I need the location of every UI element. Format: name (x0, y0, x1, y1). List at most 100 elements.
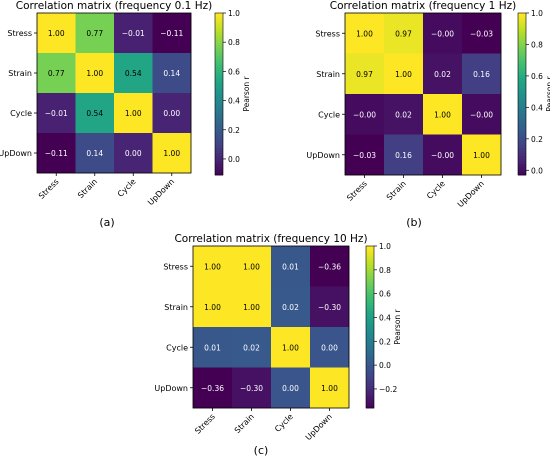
colorbar-gradient-step (215, 142, 223, 146)
colorbar-gradient-step (518, 164, 526, 168)
cell-value-label: 0.01 (282, 262, 299, 271)
colorbar-gradient-step (366, 302, 374, 306)
colorbar-gradient-step (366, 351, 374, 355)
colorbar-gradient-step (215, 31, 223, 35)
heatmap-cell (37, 13, 76, 54)
colorbar-gradient-step (215, 72, 223, 76)
colorbar-gradient-step (518, 50, 526, 54)
heatmap-cell (193, 246, 233, 287)
cell-value-label: 0.00 (163, 109, 180, 118)
colorbar-gradient-step (518, 148, 526, 152)
colorbar-gradient-step (518, 18, 526, 22)
colorbar-gradient-step (366, 345, 374, 349)
cell-value-label: 0.01 (204, 343, 221, 352)
colorbar-gradient-step (366, 297, 374, 301)
y-tick-label: Stress (163, 262, 188, 271)
colorbar-gradient-step (366, 394, 374, 398)
heatmap-cell (310, 327, 350, 368)
colorbar-gradient-step (518, 88, 526, 92)
heatmap-cell (75, 93, 115, 134)
heatmap-cell (152, 133, 192, 174)
colorbar-gradient-step (215, 69, 223, 73)
colorbar-gradient-step (215, 131, 223, 135)
colorbar-gradient-step (518, 104, 526, 108)
colorbar-gradient-step (215, 102, 223, 106)
cell-value-label: 0.77 (86, 29, 103, 38)
cell-value-label: 0.16 (395, 151, 412, 160)
y-tick-label: Strain (8, 69, 32, 78)
cell-value-label: 1.00 (356, 29, 373, 38)
colorbar-gradient-step (215, 150, 223, 154)
colorbar-gradient-step (215, 18, 223, 22)
y-tick-label: UpDown (306, 151, 340, 160)
colorbar-gradient-step (215, 91, 223, 95)
colorbar-gradient-step (366, 386, 374, 390)
colorbar-tick-label: −0.2 (379, 385, 397, 394)
cell-value-label: −0.03 (353, 151, 376, 160)
colorbar-gradient-step (366, 251, 374, 255)
colorbar-gradient-step (215, 40, 223, 44)
heatmap-cell (310, 367, 350, 409)
colorbar-gradient-step (366, 397, 374, 401)
heatmap-panel-2: Correlation matrix (frequency 10 Hz)1.00… (154, 233, 402, 457)
colorbar-gradient-step (518, 69, 526, 73)
colorbar-gradient-step (518, 145, 526, 149)
cell-value-label: −0.00 (470, 110, 493, 119)
colorbar-gradient-step (366, 256, 374, 260)
colorbar-frame (214, 12, 224, 176)
colorbar-gradient-step (518, 153, 526, 157)
cell-value-label: 1.00 (395, 70, 412, 79)
chart-title: Correlation matrix (frequency 0.1 Hz) (16, 0, 212, 12)
colorbar-tick-label: 0.2 (531, 135, 543, 144)
plot-frame (344, 12, 502, 176)
colorbar-gradient-step (518, 53, 526, 57)
panel-label: (c) (254, 444, 269, 457)
x-tick-label: Stress (37, 177, 61, 201)
colorbar-gradient-step (215, 48, 223, 52)
colorbar-gradient-step (215, 172, 223, 176)
heatmap-cell (423, 94, 463, 135)
cell-value-label: 1.00 (243, 262, 260, 271)
heatmap-cell (152, 53, 192, 94)
x-tick-label: UpDown (146, 177, 176, 207)
colorbar-gradient-step (518, 72, 526, 76)
heatmap-cell (37, 133, 76, 174)
colorbar-frame (365, 245, 375, 409)
colorbar-gradient-step (215, 56, 223, 60)
colorbar-gradient-step (366, 362, 374, 366)
colorbar-gradient-step (366, 364, 374, 368)
colorbar-gradient-step (518, 137, 526, 141)
heatmap-cell (462, 94, 502, 135)
colorbar-gradient-step (518, 123, 526, 127)
colorbar-tick-label: 0.2 (379, 337, 391, 346)
heatmap-cell (384, 53, 424, 95)
colorbar-gradient-step (366, 321, 374, 325)
colorbar-gradient-step (366, 289, 374, 293)
colorbar-gradient-step (215, 58, 223, 62)
colorbar-gradient-step (518, 75, 526, 79)
colorbar-gradient-step (518, 94, 526, 98)
colorbar-gradient-step (366, 291, 374, 295)
cell-value-label: 1.00 (282, 343, 299, 352)
colorbar-gradient-step (366, 254, 374, 258)
cell-value-label: 0.02 (282, 303, 299, 312)
colorbar-gradient-step (215, 80, 223, 84)
y-tick-label: Cycle (166, 343, 188, 352)
cell-value-label: 1.00 (204, 303, 221, 312)
colorbar-gradient-step (215, 61, 223, 65)
cell-value-label: 0.16 (473, 70, 490, 79)
cell-value-label: −0.01 (45, 109, 68, 118)
colorbar-label: Pearson r (393, 308, 402, 344)
colorbar-tick-label: 0.0 (531, 166, 543, 175)
heatmap-cell (423, 13, 463, 54)
heatmap-cell (75, 13, 115, 54)
colorbar-gradient-step (518, 37, 526, 41)
colorbar-gradient-step (366, 300, 374, 304)
colorbar-gradient-step (366, 262, 374, 266)
colorbar-gradient-step (215, 110, 223, 114)
colorbar-gradient-step (518, 40, 526, 44)
cell-value-label: 0.77 (48, 69, 65, 78)
colorbar-gradient-step (215, 37, 223, 41)
cell-value-label: 0.97 (356, 70, 373, 79)
